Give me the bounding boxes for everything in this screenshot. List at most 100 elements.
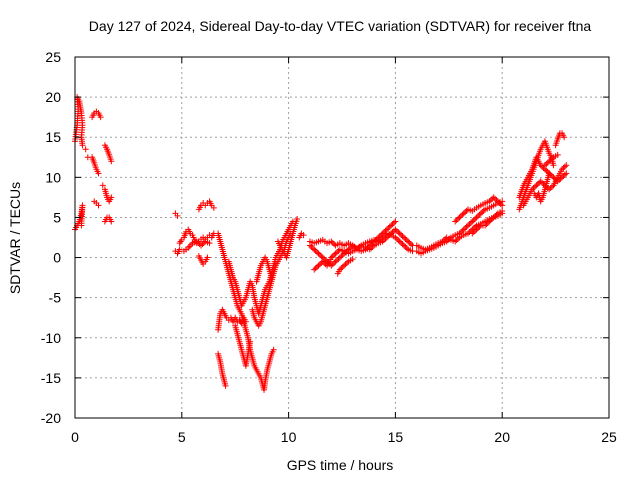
data-point — [329, 239, 336, 246]
data-point — [460, 210, 467, 217]
data-point — [342, 261, 349, 268]
data-point — [396, 238, 403, 245]
data-point — [460, 226, 467, 233]
y-tick-label: 10 — [45, 169, 61, 185]
plot-frame — [74, 56, 610, 419]
data-point — [353, 246, 360, 253]
data-point — [389, 221, 396, 228]
data-point — [543, 167, 550, 174]
data-point — [561, 171, 568, 178]
data-point — [335, 247, 342, 254]
data-point — [457, 213, 464, 220]
data-point — [470, 229, 477, 236]
data-point — [399, 241, 406, 248]
y-tick-label: 0 — [53, 250, 61, 266]
data-point — [392, 234, 399, 241]
data-point — [329, 261, 336, 268]
data-point — [210, 204, 217, 211]
data-point — [487, 217, 494, 224]
data-point — [309, 245, 316, 252]
data-point — [554, 151, 561, 158]
data-point — [493, 197, 500, 204]
y-axis-label: SDTVAR / TECUs — [7, 182, 23, 294]
data-point — [84, 154, 91, 161]
data-point — [319, 258, 326, 265]
data-point — [315, 262, 322, 269]
data-point — [406, 239, 413, 246]
data-point — [332, 250, 339, 257]
data-point — [499, 208, 506, 215]
data-point — [403, 237, 410, 244]
data-point — [499, 202, 506, 209]
data-point — [400, 234, 407, 241]
data-point — [383, 234, 390, 241]
data-point — [389, 229, 396, 236]
data-point — [446, 235, 453, 242]
data-point — [484, 219, 491, 226]
data-point — [318, 253, 325, 260]
x-tick-label: 10 — [281, 429, 297, 445]
data-point — [541, 162, 548, 169]
data-point — [379, 238, 386, 245]
data-point — [312, 247, 319, 254]
data-point — [174, 212, 181, 219]
data-point — [546, 170, 553, 177]
data-point — [315, 250, 322, 257]
data-point — [486, 218, 493, 225]
data-point — [408, 241, 415, 248]
data-point — [321, 259, 328, 266]
data-point — [549, 172, 556, 179]
data-point — [300, 232, 307, 239]
data-point — [316, 261, 323, 268]
data-point — [549, 183, 556, 190]
data-point — [343, 259, 350, 266]
data-point — [200, 239, 207, 246]
data-point — [546, 158, 553, 165]
data-point — [539, 163, 546, 170]
data-point — [537, 178, 544, 185]
data-point — [335, 255, 342, 262]
data-point — [469, 218, 476, 225]
data-point — [470, 217, 477, 224]
x-tick-label: 20 — [494, 429, 510, 445]
data-point — [472, 215, 479, 222]
data-point — [496, 199, 503, 206]
data-point — [467, 219, 474, 226]
data-points — [72, 94, 570, 393]
data-point — [489, 215, 496, 222]
data-point — [557, 175, 564, 182]
data-point — [386, 231, 393, 238]
data-point — [294, 216, 301, 223]
data-point — [349, 256, 356, 263]
data-point — [393, 235, 400, 242]
data-point — [476, 211, 483, 218]
x-tick-label: 5 — [178, 429, 186, 445]
y-tick-label: 5 — [53, 209, 61, 225]
data-point — [176, 246, 183, 253]
data-point — [338, 253, 345, 260]
data-point — [392, 226, 399, 233]
data-point — [78, 222, 85, 229]
data-point — [381, 237, 388, 244]
data-point — [472, 227, 479, 234]
data-point — [97, 114, 104, 121]
data-point — [549, 155, 556, 162]
data-point — [308, 243, 315, 250]
y-tick-label: 25 — [45, 49, 61, 65]
data-point — [490, 214, 497, 221]
data-point — [95, 202, 102, 209]
data-point — [473, 226, 480, 233]
data-point — [492, 195, 499, 202]
data-point — [459, 211, 466, 218]
data-point — [247, 338, 254, 345]
data-point — [487, 197, 494, 204]
data-point — [540, 164, 547, 171]
data-point — [456, 230, 463, 237]
data-point — [563, 162, 570, 169]
data-point — [331, 251, 338, 258]
data-point — [108, 158, 115, 165]
data-point — [462, 225, 469, 232]
data-point — [483, 221, 490, 228]
data-point — [469, 230, 476, 237]
data-point — [563, 170, 570, 177]
